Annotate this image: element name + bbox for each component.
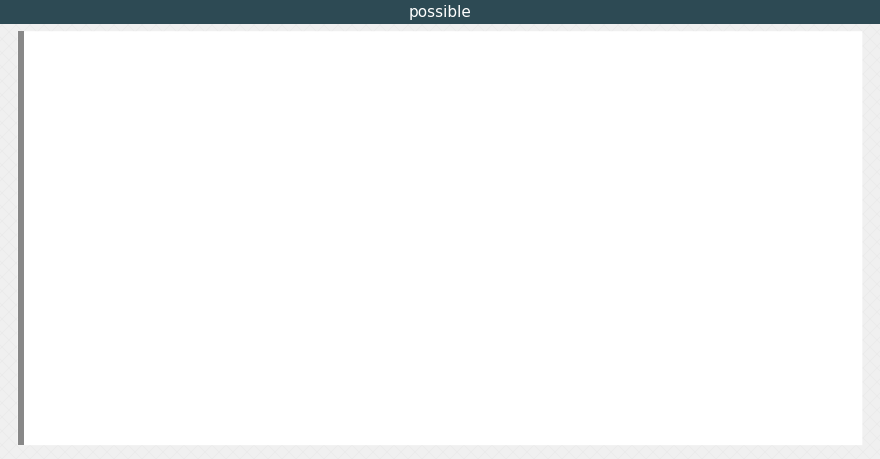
Text: A survey of 617 voters in one state reveals that 0.25 favor approval of an issue: A survey of 617 voters in one state reve… <box>66 124 747 139</box>
Text: (22.8%, 27.2%): (22.8%, 27.2%) <box>110 274 234 289</box>
Text: (22.2%, 27.8%): (22.2%, 27.8%) <box>110 323 234 337</box>
Text: Use the given degree of confidence and sample data to construct a confidence int: Use the given degree of confidence and s… <box>66 53 828 68</box>
Text: who favor approval.: who favor approval. <box>66 181 216 196</box>
Text: (23.3%, 27.8%): (23.3%, 27.8%) <box>110 226 234 241</box>
Text: E.: E. <box>79 419 96 434</box>
Text: possible: possible <box>408 5 472 20</box>
Text: B.: B. <box>79 274 98 289</box>
Text: C.: C. <box>79 323 97 337</box>
Text: legislature. Construct a 90% confidence interval for the percentage of all voter: legislature. Construct a 90% confidence … <box>66 152 760 168</box>
Text: (23.3%, 26.7%): (23.3%, 26.7%) <box>110 419 234 434</box>
Text: for the population proportion.: for the population proportion. <box>66 83 329 98</box>
Text: (22.2%, 26.7%): (22.2%, 26.7%) <box>110 371 234 386</box>
Text: A.: A. <box>79 226 98 241</box>
Text: D.: D. <box>79 371 99 386</box>
